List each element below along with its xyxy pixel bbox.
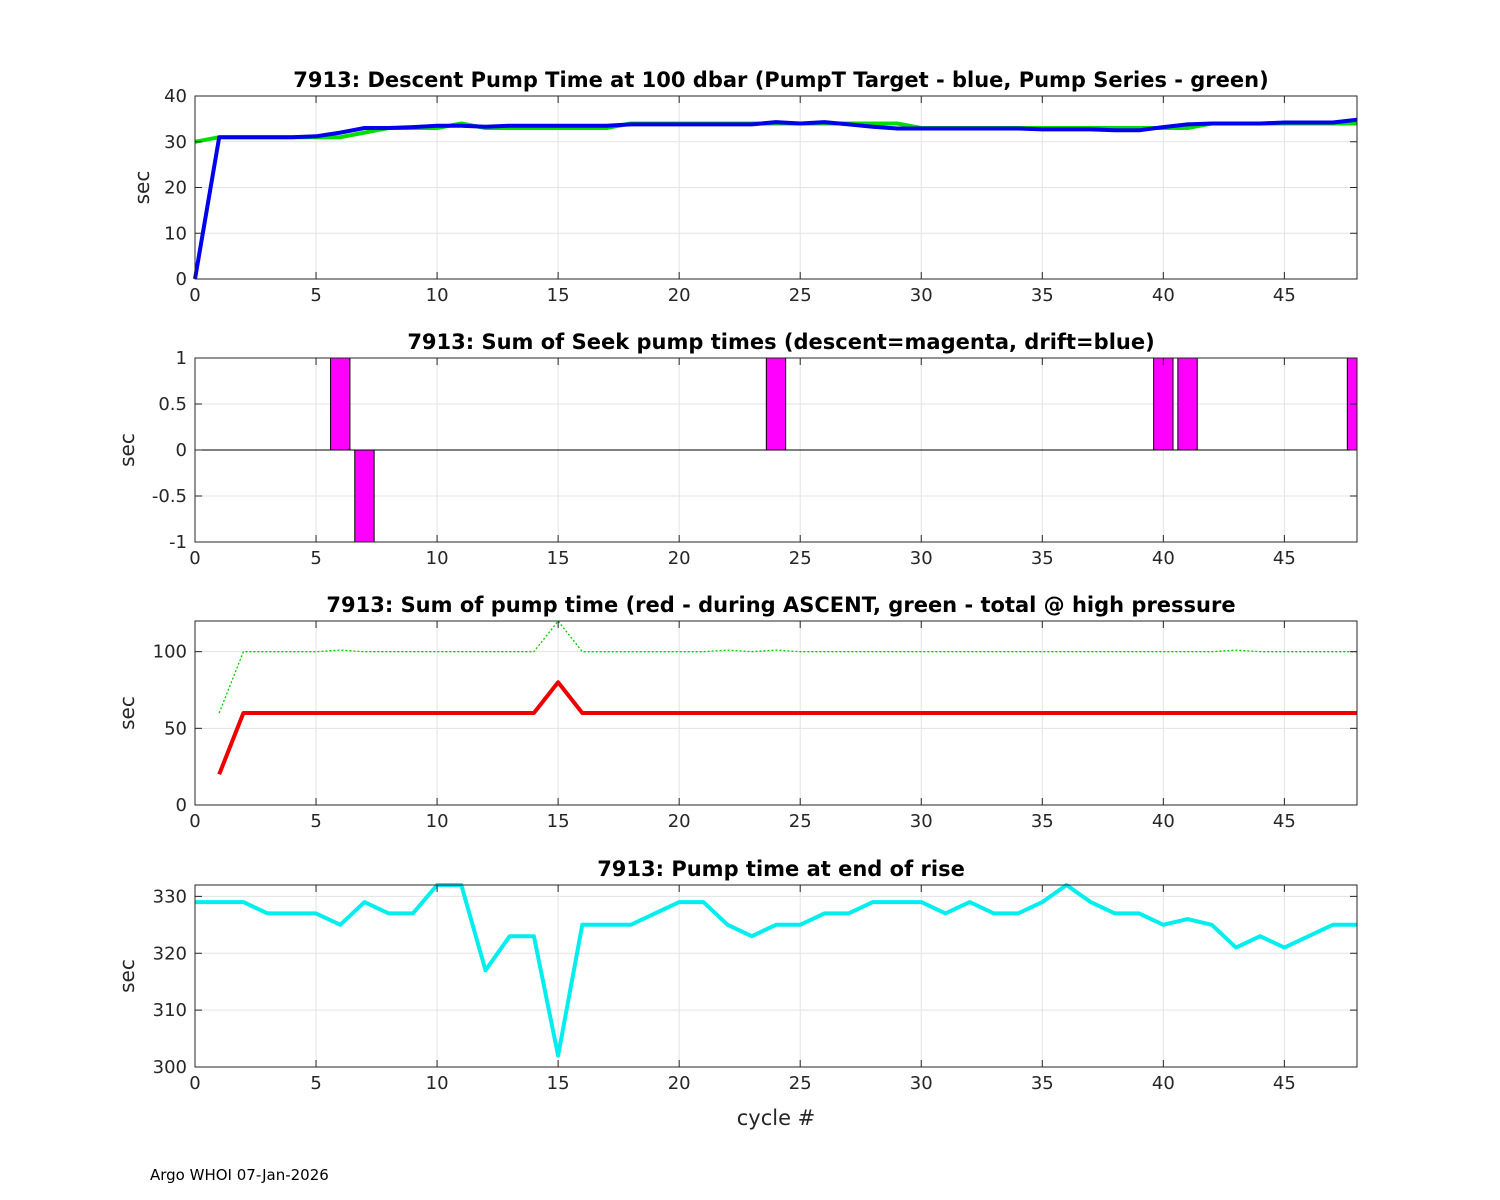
y-tick-label: 40 [164,86,187,107]
x-tick-label: 0 [189,811,200,832]
x-tick-label: 40 [1152,811,1175,832]
x-tick-label: 40 [1152,548,1175,569]
x-axis-label: cycle # [737,1106,816,1130]
y-tick-label: 30 [164,132,187,153]
x-tick-label: 25 [789,1073,812,1094]
chart-title: 7913: Sum of Seek pump times (descent=ma… [407,330,1154,354]
plot-area [195,885,1357,1067]
series-line [218,620,1357,714]
footer-credit: Argo WHOI 07-Jan-2026 [150,1166,329,1184]
y-tick-label: 0 [176,795,187,816]
x-tick-label: 45 [1273,285,1296,306]
x-tick-label: 10 [426,285,449,306]
x-tick-label: 5 [310,1073,321,1094]
x-tick-label: 45 [1273,548,1296,569]
x-tick-label: 15 [547,811,570,832]
x-tick-label: 10 [426,548,449,569]
x-tick-label: 45 [1273,811,1296,832]
x-tick-label: 25 [789,285,812,306]
series-line [195,883,1357,1058]
y-axis-label: sec [115,433,139,467]
x-tick-label: 15 [547,285,570,306]
x-tick-label: 40 [1152,1073,1175,1094]
axes-box [194,620,1358,806]
chart-title: 7913: Sum of pump time (red - during ASC… [326,593,1235,617]
y-tick-label: 20 [164,178,187,199]
x-tick-label: 0 [189,548,200,569]
y-tick-label: -0.5 [152,486,187,507]
x-tick-label: 0 [189,1073,200,1094]
x-tick-label: 10 [426,811,449,832]
y-tick-label: 50 [164,718,187,739]
y-axis-label: sec [115,959,139,993]
y-tick-label: 0.5 [158,394,187,415]
panel-sum-pump-time: 0 5 10 15 20 25 30 35 40 45 0 50 100 7913: Sum of pum… [115,593,1358,832]
x-tick-label: 35 [1031,1073,1054,1094]
bar [1177,357,1198,451]
bar [1153,357,1174,451]
x-tick-label: 25 [789,548,812,569]
x-tick-label: 15 [547,1073,570,1094]
y-tick-label: 330 [153,886,187,907]
x-tick-label: 10 [426,1073,449,1094]
x-tick-label: 5 [310,548,321,569]
bar [330,357,351,451]
x-tick-label: 30 [910,548,933,569]
x-tick-label: 15 [547,548,570,569]
y-tick-label: 320 [153,943,187,964]
x-tick-label: 25 [789,811,812,832]
x-tick-label: 0 [189,285,200,306]
panel-descent-pump-time: 0 5 10 15 20 25 30 35 40 45 0 10 20 30 40 7913: Descent… [130,68,1358,306]
x-tick-label: 5 [310,811,321,832]
x-tick-label: 5 [310,285,321,306]
bar [765,357,787,451]
x-tick-label: 30 [910,811,933,832]
chart-title: 7913: Pump time at end of rise [597,857,965,881]
y-tick-label: 0 [176,440,187,461]
y-tick-label: 0 [176,269,187,290]
y-tick-label: -1 [169,532,187,553]
bar [354,449,375,543]
x-tick-label: 20 [668,548,691,569]
x-tick-label: 45 [1273,1073,1296,1094]
y-tick-label: 300 [153,1057,187,1078]
y-tick-label: 100 [153,642,187,663]
x-tick-label: 35 [1031,285,1054,306]
x-tick-label: 20 [668,1073,691,1094]
y-tick-label: 310 [153,1000,187,1021]
x-tick-label: 35 [1031,548,1054,569]
chart-title: 7913: Descent Pump Time at 100 dbar (Pum… [293,68,1268,92]
panel-seek-pump-times: 0 5 10 15 20 25 30 35 40 45 -1 -0.5 0 0.5 1 7913: Sum o… [115,330,1358,569]
x-tick-label: 30 [910,285,933,306]
panel-pump-time-end-of-rise: 0 5 10 15 20 25 30 35 40 45 300 310 320 330 7913: Pump… [115,857,1358,1130]
axes-box [194,884,1358,1068]
y-tick-label: 1 [176,348,187,369]
series-line [217,680,1357,776]
series-line [193,117,1358,280]
x-tick-label: 40 [1152,285,1175,306]
x-tick-label: 30 [910,1073,933,1094]
y-tick-label: 10 [164,223,187,244]
x-tick-label: 20 [668,285,691,306]
x-tick-label: 35 [1031,811,1054,832]
y-axis-label: sec [130,171,154,205]
y-axis-label: sec [115,696,139,730]
x-tick-label: 20 [668,811,691,832]
